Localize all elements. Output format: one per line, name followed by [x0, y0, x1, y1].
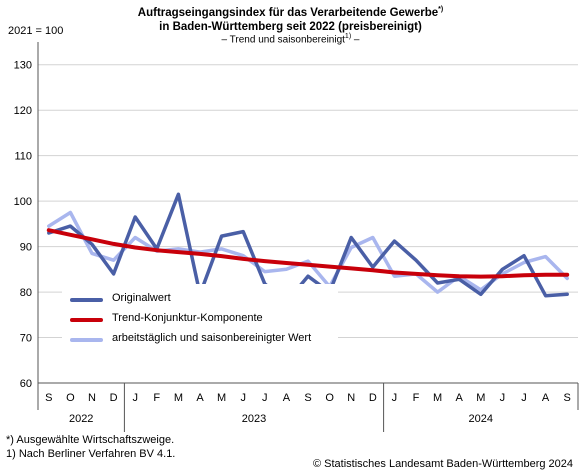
- x-tick-label-7: A: [196, 392, 204, 404]
- x-tick-label-2: N: [88, 392, 96, 404]
- year-label-2022: 2022: [69, 413, 93, 425]
- footnote-1: *) Ausgewählte Wirtschaftszweige.: [6, 434, 175, 446]
- legend-label-original: Originalwert: [112, 292, 171, 304]
- legend-label-adjusted: arbeitstäglich und saisonbereinigter Wer…: [112, 332, 312, 344]
- legend-label-trend: Trend-Konjunktur-Komponente: [112, 312, 263, 324]
- x-tick-label-1: O: [66, 392, 75, 404]
- x-tick-label-11: A: [283, 392, 291, 404]
- footnote-2: 1) Nach Berliner Verfahren BV 4.1.: [6, 448, 176, 460]
- x-tick-label-15: D: [369, 392, 377, 404]
- x-tick-label-24: S: [564, 392, 571, 404]
- y-tick-label-90: 90: [20, 242, 32, 254]
- y-tick-label-80: 80: [20, 287, 32, 299]
- subtitle-text: – Trend und saisonbereinigt: [221, 34, 345, 46]
- legend: Originalwert Trend-Konjunktur-Komponente…: [62, 284, 338, 363]
- legend-swatch-trend: [70, 318, 103, 322]
- x-tick-label-3: D: [110, 392, 118, 404]
- y-tick-label-120: 120: [14, 105, 32, 117]
- y-tick-label-110: 110: [14, 151, 32, 163]
- y-tick-label-70: 70: [20, 333, 32, 345]
- x-tick-label-18: M: [433, 392, 442, 404]
- title-line-2: in Baden-Württemberg seit 2022 (preisber…: [159, 20, 422, 33]
- title-footnote-mark: *): [438, 6, 444, 13]
- x-tick-label-4: J: [132, 392, 138, 404]
- legend-swatch-adjusted: [70, 338, 103, 342]
- x-tick-label-13: O: [325, 392, 334, 404]
- year-label-2024: 2024: [469, 413, 493, 425]
- series-line-adjusted: [47, 210, 569, 294]
- x-tick-label-12: S: [304, 392, 311, 404]
- chart-title: Auftragseingangsindex für das Verarbeite…: [0, 3, 581, 34]
- y-tick-label-60: 60: [20, 378, 32, 390]
- series-line-original: [47, 192, 569, 304]
- base-year-label: 2021 = 100: [8, 25, 64, 37]
- x-tick-label-23: A: [542, 392, 550, 404]
- x-tick-label-0: S: [45, 392, 52, 404]
- source-note: © Statistisches Landesamt Baden-Württemb…: [312, 458, 573, 470]
- x-tick-label-10: J: [262, 392, 268, 404]
- x-tick-label-19: A: [456, 392, 464, 404]
- x-tick-label-9: J: [240, 392, 246, 404]
- subtitle-footnote-mark: 1): [344, 33, 352, 40]
- x-tick-label-16: J: [392, 392, 398, 404]
- title-line-1: Auftragseingangsindex für das Verarbeite…: [137, 6, 439, 19]
- x-tick-label-14: N: [347, 392, 355, 404]
- y-tick-label-100: 100: [14, 196, 32, 208]
- x-tick-label-21: J: [500, 392, 506, 404]
- x-tick-label-20: M: [476, 392, 485, 404]
- x-tick-label-22: J: [521, 392, 527, 404]
- chart-subtitle: – Trend und saisonbereinigt1) –: [0, 31, 581, 46]
- x-tick-label-5: F: [153, 392, 160, 404]
- year-label-2023: 2023: [242, 413, 266, 425]
- legend-swatch-original: [70, 298, 103, 302]
- series-line-trend: [46, 228, 570, 279]
- y-tick-label-130: 130: [14, 60, 32, 72]
- x-tick-label-6: M: [174, 392, 183, 404]
- x-tick-label-17: F: [413, 392, 420, 404]
- x-tick-label-8: M: [217, 392, 226, 404]
- subtitle-end: –: [351, 34, 360, 46]
